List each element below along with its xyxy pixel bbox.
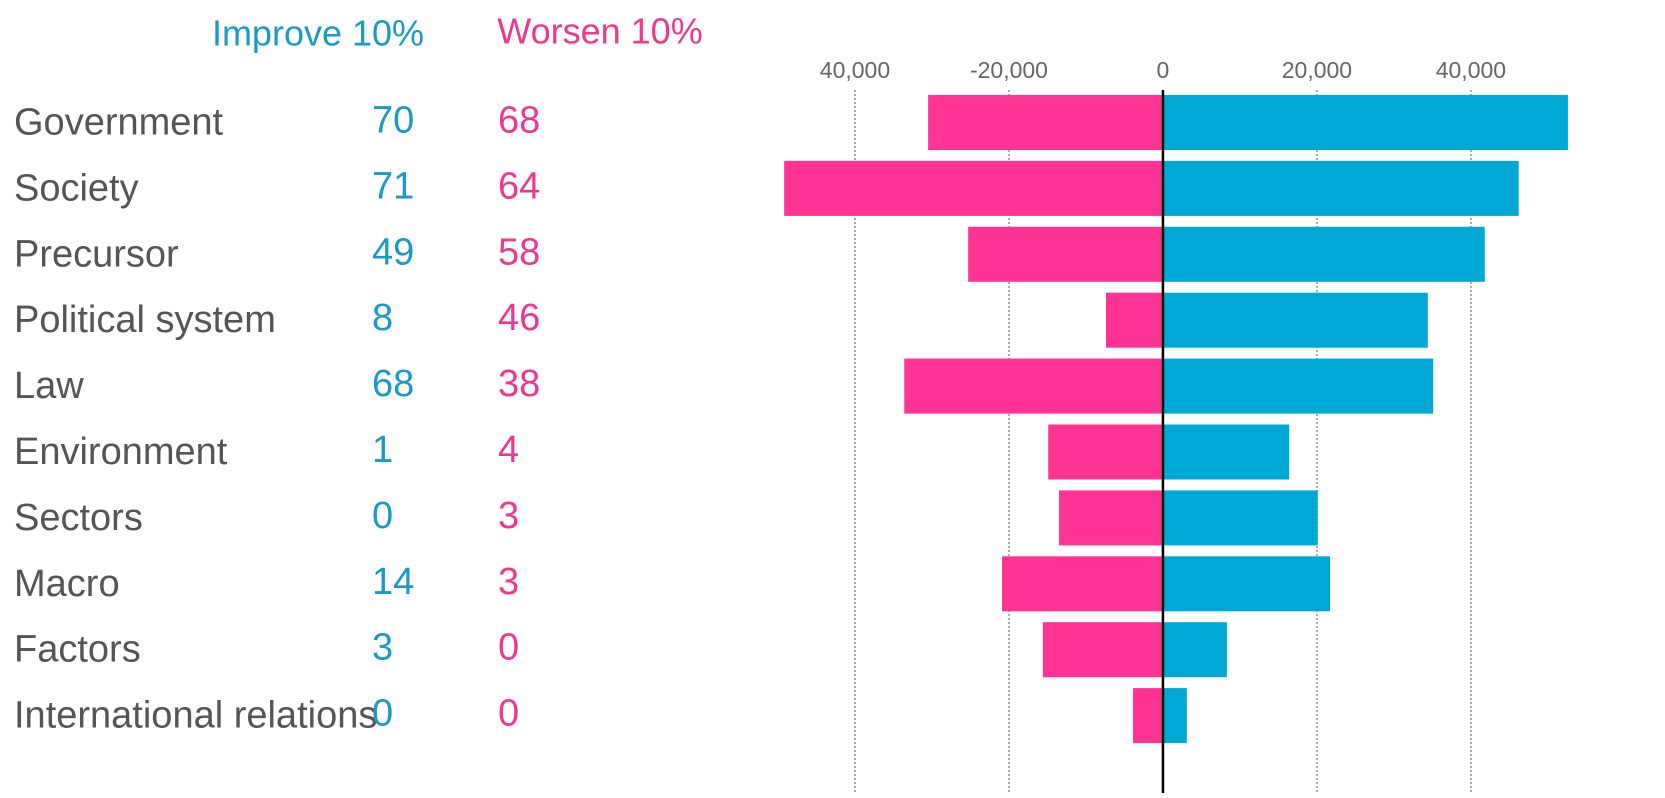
improve-value: 68 <box>372 363 414 405</box>
improve-value: 3 <box>372 627 393 669</box>
category-label: Macro <box>14 563 120 605</box>
bar <box>1162 358 1434 414</box>
category-label: International relations <box>14 695 377 737</box>
bar <box>1162 95 1568 150</box>
x-tick-label: 0 <box>1157 57 1170 83</box>
bar <box>1162 226 1485 282</box>
improve-value: 8 <box>372 297 393 339</box>
bar <box>1162 556 1331 612</box>
bar <box>784 160 1163 216</box>
bar <box>1162 688 1187 744</box>
bar <box>1132 688 1163 744</box>
bar <box>1048 424 1163 480</box>
category-label: Sectors <box>14 497 143 539</box>
worsen-value: 0 <box>498 627 519 669</box>
bar <box>1042 622 1163 678</box>
category-label: Society <box>14 167 139 209</box>
bar <box>1059 490 1163 546</box>
improve-value: 0 <box>372 693 393 735</box>
bar <box>928 95 1163 150</box>
x-tick-label: 40,000 <box>820 57 890 83</box>
x-tick-label: 40,000 <box>1436 57 1506 83</box>
worsen-value: 3 <box>498 495 519 537</box>
improve-value: 70 <box>372 100 414 142</box>
improve-value: 71 <box>372 165 414 207</box>
category-label: Precursor <box>14 233 179 275</box>
worsen-value: 3 <box>498 561 519 603</box>
worsen-value: 38 <box>498 363 540 405</box>
bar <box>1162 292 1428 348</box>
bar <box>968 226 1163 282</box>
category-label: Law <box>14 365 84 407</box>
worsen-value: 68 <box>498 100 540 142</box>
bar <box>1162 160 1519 216</box>
improve-value: 1 <box>372 429 393 471</box>
bar <box>1162 622 1227 678</box>
x-tick-label: 20,000 <box>1282 57 1352 83</box>
improve-header: Improve 10% <box>212 13 424 54</box>
category-label: Government <box>14 102 224 144</box>
bar <box>1162 424 1290 480</box>
bar <box>1105 292 1163 348</box>
worsen-value: 64 <box>498 165 540 207</box>
bar <box>904 358 1163 414</box>
improve-value: 0 <box>372 495 393 537</box>
bar <box>1162 490 1318 546</box>
x-tick-label: -20,000 <box>970 57 1048 83</box>
worsen-value: 46 <box>498 297 540 339</box>
category-label: Factors <box>14 629 141 671</box>
category-label: Environment <box>14 431 228 473</box>
bar <box>1002 556 1163 612</box>
worsen-header: Worsen 10% <box>497 11 702 52</box>
worsen-value: 0 <box>498 693 519 735</box>
improve-value: 14 <box>372 561 414 603</box>
category-label: Political system <box>14 299 276 341</box>
improve-value: 49 <box>372 231 414 273</box>
worsen-value: 4 <box>498 429 519 471</box>
worsen-value: 58 <box>498 231 540 273</box>
